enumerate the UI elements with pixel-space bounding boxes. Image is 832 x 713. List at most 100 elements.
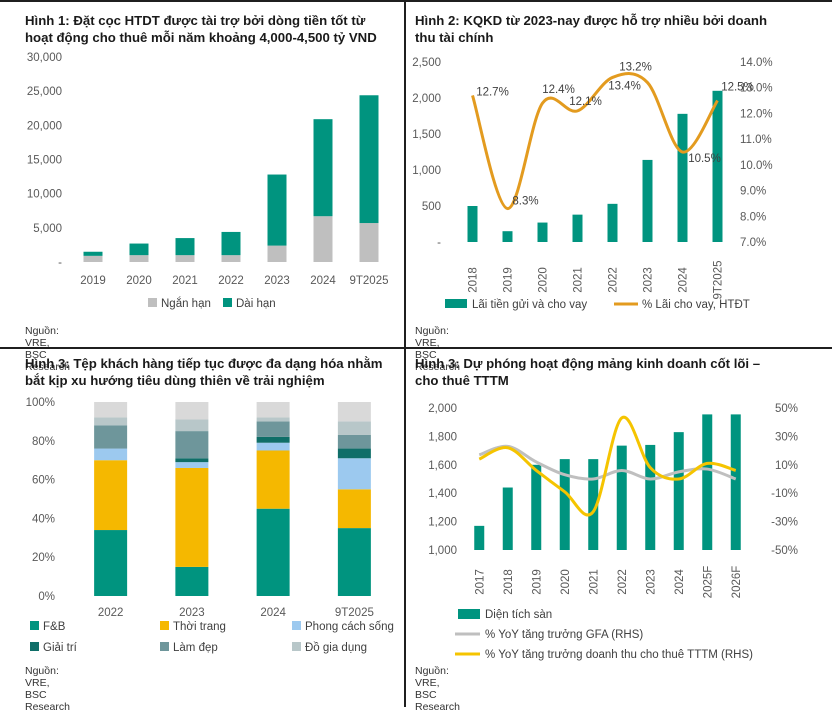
bar xyxy=(502,487,513,550)
bar-segment xyxy=(129,255,149,262)
bar-segment xyxy=(313,119,333,217)
x-tick-label: 2019 xyxy=(531,569,543,595)
bar xyxy=(677,113,688,242)
legend-swatch xyxy=(148,298,157,307)
bar-segment xyxy=(175,402,209,420)
bar-segment xyxy=(256,402,290,418)
y-tick-label-left: 1,000 xyxy=(412,165,441,177)
x-tick-label: 2019 xyxy=(503,267,515,293)
bar-segment xyxy=(256,436,290,443)
bar-segment xyxy=(94,402,128,418)
bar-segment xyxy=(337,402,371,422)
bar-segment xyxy=(337,421,371,435)
y-tick-label-left: 1,600 xyxy=(428,460,457,472)
legend-swatch xyxy=(160,642,169,651)
y-tick-label-left: 2,000 xyxy=(412,93,441,105)
y-tick-label-right: 14.0% xyxy=(740,57,773,69)
y-tick-label-right: 10.0% xyxy=(740,160,773,172)
x-tick-label: 2020 xyxy=(538,267,550,293)
bar-segment xyxy=(175,419,209,432)
data-label: 12.4% xyxy=(542,84,575,96)
bar-segment xyxy=(94,448,128,461)
legend-label: Làm đẹp xyxy=(173,642,218,654)
data-label: 10.5% xyxy=(688,153,721,165)
y-tick-label: 5,000 xyxy=(33,223,62,235)
figure-1-title: Hình 1: Đặt cọc HTDT được tài trợ bởi dò… xyxy=(25,13,377,45)
bar-segment xyxy=(256,442,290,451)
y-tick-label-right: 13.0% xyxy=(740,83,773,95)
figure-1-source: Nguồn: VRE, BSC Research xyxy=(25,325,70,373)
y-tick-label-left: 1,200 xyxy=(428,517,457,529)
y-tick-label-right: -30% xyxy=(771,517,798,529)
x-tick-label: 2024 xyxy=(260,607,286,619)
y-tick-label-right: 7.0% xyxy=(740,237,766,249)
x-tick-label: 2022 xyxy=(608,267,620,293)
bar xyxy=(607,203,618,242)
x-tick-label: 2017 xyxy=(474,569,486,595)
x-tick-label: 9T2025 xyxy=(349,275,388,287)
y-tick-label-left: 1,000 xyxy=(428,545,457,557)
bar-segment xyxy=(267,245,287,262)
top-border xyxy=(0,0,832,2)
x-tick-label: 2026F xyxy=(731,566,743,599)
y-tick-label: 20,000 xyxy=(27,120,62,132)
y-tick-label: - xyxy=(58,257,62,269)
bar-segment xyxy=(175,458,209,463)
x-tick-label: 9T2025 xyxy=(335,607,374,619)
data-label: 12.1% xyxy=(569,96,602,108)
bar-segment xyxy=(221,231,241,256)
bar-segment xyxy=(256,450,290,509)
y-tick-label: 100% xyxy=(26,397,55,409)
bar xyxy=(642,159,653,242)
bar-segment xyxy=(256,417,290,422)
legend-label: Phong cách sống xyxy=(305,621,394,633)
bar-segment xyxy=(94,530,128,596)
x-tick-label: 2021 xyxy=(172,275,198,287)
x-tick-label: 2018 xyxy=(503,569,515,595)
figure-3-title: Hình 3: Tệp khách hàng tiếp tục được đa … xyxy=(25,356,383,388)
bar-segment xyxy=(337,448,371,459)
bar xyxy=(474,525,485,550)
y-tick-label-right: 8.0% xyxy=(740,211,766,223)
data-label: 13.2% xyxy=(619,62,652,74)
bar-segment xyxy=(267,174,287,246)
x-tick-label: 2021 xyxy=(573,267,585,293)
legend-label: Ngắn hạn xyxy=(161,297,211,310)
bar xyxy=(537,222,548,242)
bar xyxy=(712,90,723,242)
legend-label: Dài hạn xyxy=(236,298,276,310)
bar-segment xyxy=(359,95,379,224)
legend-swatch xyxy=(30,642,39,651)
legend-label: Lãi tiền gửi và cho vay xyxy=(472,299,587,311)
bar xyxy=(467,206,478,242)
bar-segment xyxy=(337,489,371,529)
legend-label: Thời trang xyxy=(173,621,226,633)
y-tick-label-left: - xyxy=(437,237,441,249)
x-tick-label: 2022 xyxy=(617,569,629,595)
data-label: 12.5% xyxy=(721,82,754,94)
x-tick-label: 2023 xyxy=(179,607,205,619)
y-tick-label-right: -50% xyxy=(771,545,798,557)
bar xyxy=(645,444,656,550)
bar-segment xyxy=(313,216,333,262)
figure-2-source: Nguồn: VRE, BSC Research xyxy=(415,325,460,373)
bar xyxy=(673,432,684,550)
legend-swatch xyxy=(445,299,467,308)
y-tick-label: 60% xyxy=(32,475,55,487)
x-tick-label: 2023 xyxy=(643,267,655,293)
y-tick-label: 15,000 xyxy=(27,155,62,167)
bar xyxy=(559,459,570,550)
y-tick-label: 10,000 xyxy=(27,189,62,201)
legend-label: % Lãi cho vay, HTĐT xyxy=(642,299,750,311)
x-tick-label: 2023 xyxy=(264,275,290,287)
bar-segment xyxy=(83,255,103,262)
x-tick-label: 2022 xyxy=(218,275,244,287)
horizontal-divider xyxy=(0,347,832,349)
bar xyxy=(572,214,583,242)
bar-segment xyxy=(337,458,371,490)
data-label: 8.3% xyxy=(512,196,538,208)
bar xyxy=(616,445,627,550)
